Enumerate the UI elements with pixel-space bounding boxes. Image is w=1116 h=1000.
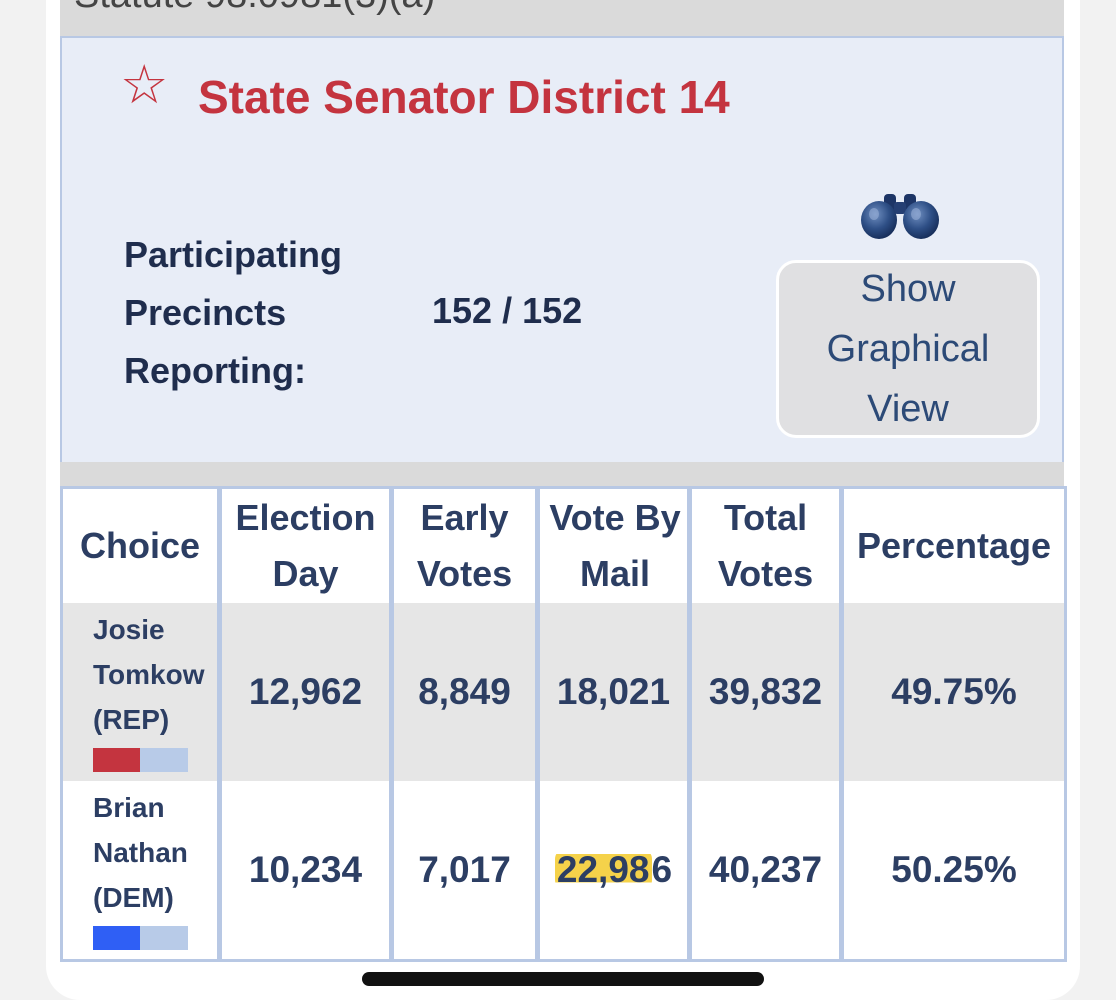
header-early-votes-text: Early Votes <box>416 497 513 594</box>
show-graphical-view-button[interactable]: Show Graphical View <box>776 260 1040 438</box>
candidate-cell: Josie Tomkow (REP) <box>61 603 220 781</box>
race-title: State Senator District 14 <box>198 71 730 123</box>
election-day-value: 12,962 <box>217 603 392 781</box>
value-remainder: 6 <box>651 849 673 890</box>
statute-strip: Statute 98.0981(3)(a) <box>60 0 1064 36</box>
vote-by-mail-value: 18,021 <box>535 603 690 781</box>
header-percentage: Percentage <box>839 487 1066 603</box>
total-votes-value: 40,237 <box>687 781 842 961</box>
header-total-votes: Total Votes <box>687 487 842 603</box>
percentage-bar-fill <box>93 926 140 950</box>
header-total-votes-text: Total Votes <box>717 497 814 594</box>
table-row: Josie Tomkow (REP) 12,962 8,849 18,021 3… <box>61 603 1066 781</box>
total-votes-value: 39,832 <box>687 603 842 781</box>
percentage-value: 50.25% <box>839 781 1066 961</box>
early-votes-value: 8,849 <box>389 603 538 781</box>
highlighted-value: 22,98 <box>554 849 652 890</box>
header-vote-by-mail-text: Vote By Mail <box>549 497 681 594</box>
precincts-label: Participating Precincts Reporting: <box>124 226 424 400</box>
early-votes-value: 7,017 <box>389 781 538 961</box>
race-header: ☆ State Senator District 14 Participatin… <box>60 36 1064 464</box>
precincts-label-text: Participating Precincts Reporting: <box>124 234 343 391</box>
percentage-bar-fill <box>93 748 140 772</box>
candidate-percentage-bar <box>93 926 188 950</box>
header-early-votes: Early Votes <box>389 487 538 603</box>
home-indicator[interactable] <box>362 972 764 986</box>
table-row: Brian Nathan (DEM) 10,234 7,017 22,986 4… <box>61 781 1066 961</box>
candidate-name: Brian Nathan <box>93 792 188 868</box>
candidate-name: Josie Tomkow <box>93 614 205 690</box>
header-election-day: Election Day <box>217 487 392 603</box>
vote-by-mail-value: 22,986 <box>535 781 690 961</box>
header-election-day-text: Election Day <box>235 497 376 594</box>
section-divider <box>60 462 1064 488</box>
statute-text: Statute 98.0981(3)(a) <box>74 0 435 17</box>
candidate-percentage-bar <box>93 748 188 772</box>
header-vote-by-mail: Vote By Mail <box>535 487 690 603</box>
percentage-value: 49.75% <box>839 603 1066 781</box>
header-choice: Choice <box>61 487 220 603</box>
percentage-bar-remainder <box>140 926 188 950</box>
precincts-value: 152 / 152 <box>432 290 583 331</box>
star-icon[interactable]: ☆ <box>120 55 169 115</box>
table-header-row: Choice Election Day Early Votes Vote By … <box>61 487 1066 603</box>
candidate-party: (DEM) <box>93 882 174 913</box>
candidate-party: (REP) <box>93 704 170 735</box>
election-day-value: 10,234 <box>217 781 392 961</box>
candidate-cell: Brian Nathan (DEM) <box>61 781 220 961</box>
graph-button-label: Show Graphical View <box>826 268 990 430</box>
percentage-bar-remainder <box>140 748 188 772</box>
results-table: Choice Election Day Early Votes Vote By … <box>60 486 1067 962</box>
binoculars-icon[interactable] <box>860 188 940 240</box>
